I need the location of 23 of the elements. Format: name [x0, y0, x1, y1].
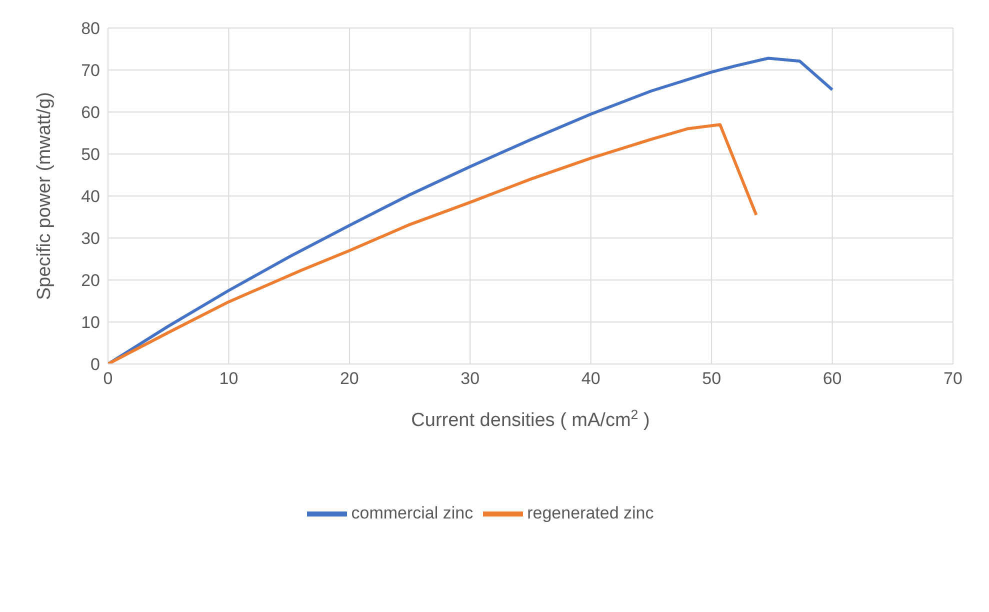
legend-label: regenerated zinc — [527, 503, 654, 522]
y-tick-label: 0 — [90, 355, 100, 374]
x-tick-label: 70 — [944, 369, 962, 388]
y-tick-label: 70 — [81, 61, 100, 80]
y-tick-label: 10 — [81, 313, 100, 332]
y-tick-label: 80 — [81, 19, 100, 38]
x-tick-label: 30 — [460, 369, 480, 388]
x-tick-label: 60 — [822, 369, 842, 388]
x-tick-label: 20 — [340, 369, 359, 388]
y-tick-label: 20 — [81, 271, 100, 290]
x-tick-label: 50 — [702, 369, 722, 388]
x-tick-label: 40 — [581, 369, 600, 388]
x-tick-label: 10 — [219, 369, 238, 388]
line-series — [108, 123, 758, 364]
x-tick-label: 0 — [103, 369, 113, 388]
y-tick-label: 60 — [81, 103, 100, 122]
y-tick-label: 30 — [81, 229, 100, 248]
x-axis-title: Current densities ( mA/cm$^{2}$ ) — [411, 406, 650, 431]
legend-label: commercial zinc — [351, 503, 474, 522]
line-series — [108, 56, 834, 364]
y-axis-title: Specific power (mwatt/g) — [34, 92, 55, 300]
y-tick-label: 40 — [81, 187, 100, 206]
y-tick-label: 50 — [81, 145, 100, 164]
